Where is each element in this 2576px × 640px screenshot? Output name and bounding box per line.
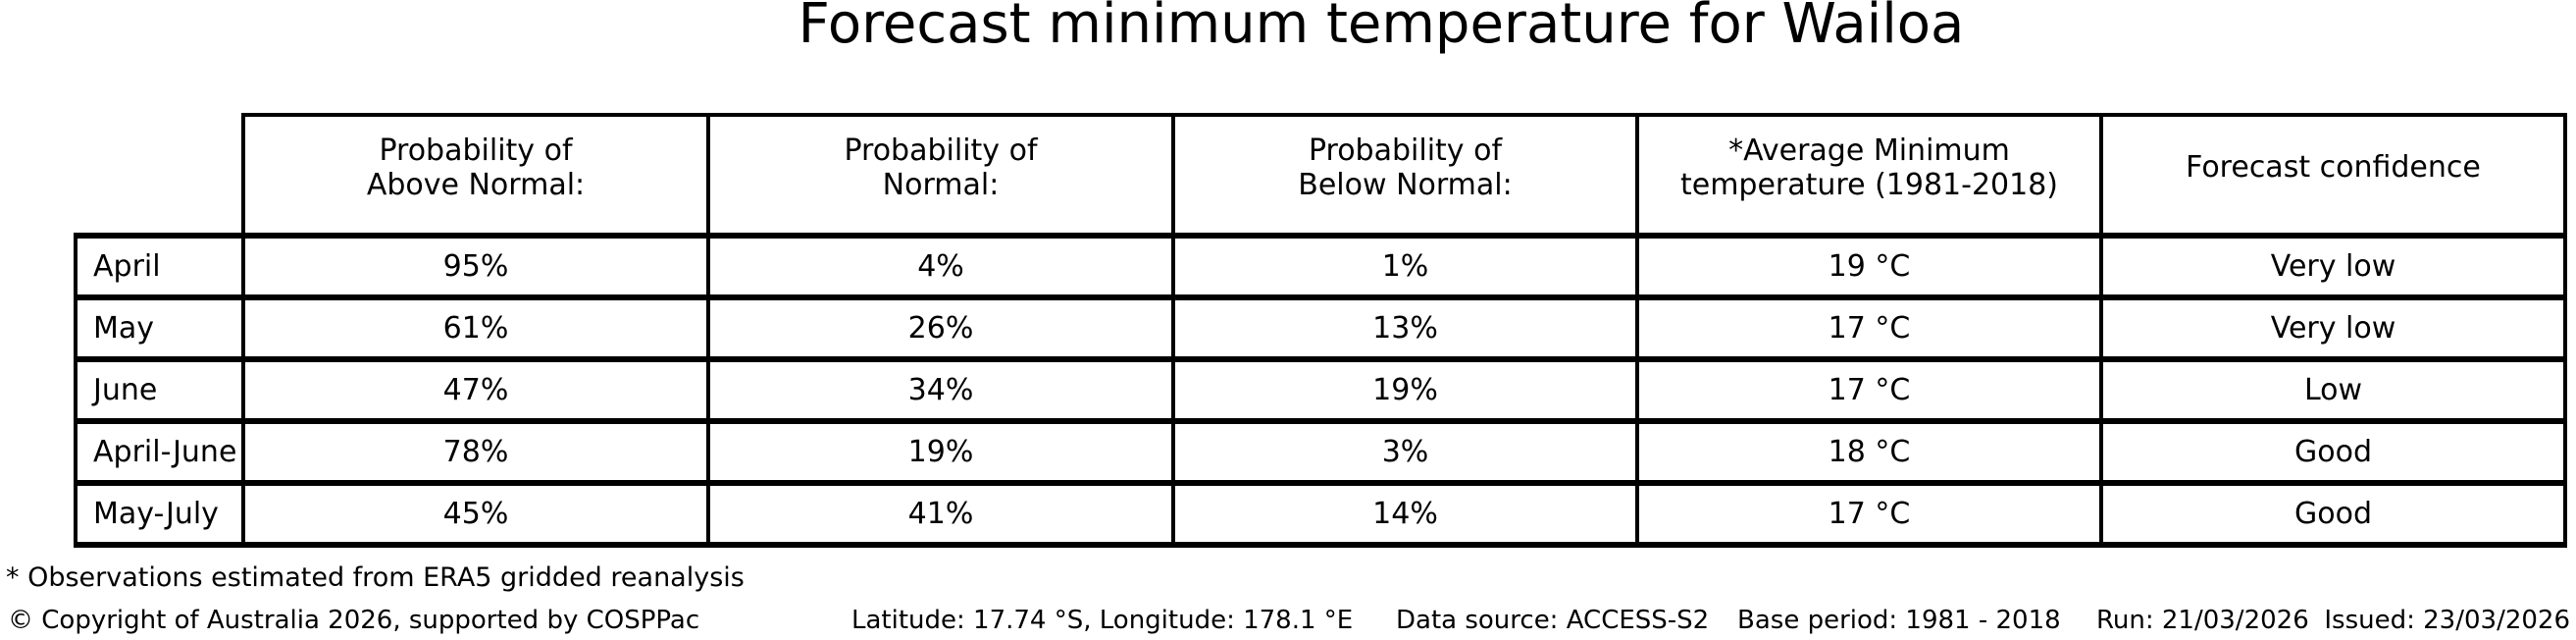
table-row-may: May 61% 26% 13% 17 °C Very low [74, 294, 2567, 362]
cell-average-minimum: 17 °C [1635, 294, 2103, 362]
table-row-april-june: April-June 78% 19% 3% 18 °C Good [74, 418, 2567, 486]
column-header-forecast-confidence: Forecast confidence [2099, 113, 2567, 238]
cell-average-minimum: 18 °C [1635, 418, 2103, 486]
cell-above-normal: 47% [241, 356, 710, 424]
table-header-row: Probability of Above Normal: Probability… [76, 113, 2567, 238]
cell-below-normal: 19% [1171, 356, 1639, 424]
month-label: April-June [74, 418, 245, 486]
cell-normal: 41% [706, 480, 1175, 548]
month-label: May [74, 294, 245, 362]
cell-average-minimum: 17 °C [1635, 356, 2103, 424]
month-label: May-July [74, 480, 245, 548]
cell-below-normal: 1% [1171, 233, 1639, 300]
copyright-text: © Copyright of Australia 2026, supported… [8, 606, 700, 635]
month-label: June [74, 356, 245, 424]
cell-above-normal: 61% [241, 294, 710, 362]
column-header-normal: Probability of Normal: [706, 113, 1175, 238]
cell-confidence: Good [2099, 418, 2567, 486]
table-row-june: June 47% 34% 19% 17 °C Low [74, 356, 2567, 424]
cell-confidence: Good [2099, 480, 2567, 548]
cell-confidence: Low [2099, 356, 2567, 424]
table-row-april: April 95% 4% 1% 19 °C Very low [74, 233, 2567, 300]
cell-normal: 34% [706, 356, 1175, 424]
cell-confidence: Very low [2099, 233, 2567, 300]
data-source-text: Data source: ACCESS-S2 [1396, 606, 1710, 635]
page-title: Forecast minimum temperature for Wailoa [798, 0, 1965, 56]
column-header-below-normal: Probability of Below Normal: [1171, 113, 1639, 238]
cell-average-minimum: 19 °C [1635, 233, 2103, 300]
cell-below-normal: 14% [1171, 480, 1639, 548]
cell-above-normal: 95% [241, 233, 710, 300]
cell-above-normal: 45% [241, 480, 710, 548]
cell-normal: 19% [706, 418, 1175, 486]
location-coordinates-text: Latitude: 17.74 °S, Longitude: 178.1 °E [851, 606, 1354, 635]
cell-normal: 26% [706, 294, 1175, 362]
month-label: April [74, 233, 245, 300]
forecast-table: Probability of Above Normal: Probability… [74, 113, 2567, 548]
run-date-text: Run: 21/03/2026 [2096, 606, 2309, 635]
column-header-average-minimum: *Average Minimum temperature (1981-2018) [1635, 113, 2103, 238]
cell-average-minimum: 17 °C [1635, 480, 2103, 548]
cell-confidence: Very low [2099, 294, 2567, 362]
cell-below-normal: 13% [1171, 294, 1639, 362]
table-row-may-july: May-July 45% 41% 14% 17 °C Good [74, 480, 2567, 548]
observations-footnote: * Observations estimated from ERA5 gridd… [6, 562, 745, 593]
table-corner-spacer [76, 115, 243, 236]
issued-date-text: Issued: 23/03/2026 [2324, 606, 2570, 635]
cell-normal: 4% [706, 233, 1175, 300]
column-header-above-normal: Probability of Above Normal: [241, 113, 710, 238]
base-period-text: Base period: 1981 - 2018 [1737, 606, 2061, 635]
cell-below-normal: 3% [1171, 418, 1639, 486]
cell-above-normal: 78% [241, 418, 710, 486]
